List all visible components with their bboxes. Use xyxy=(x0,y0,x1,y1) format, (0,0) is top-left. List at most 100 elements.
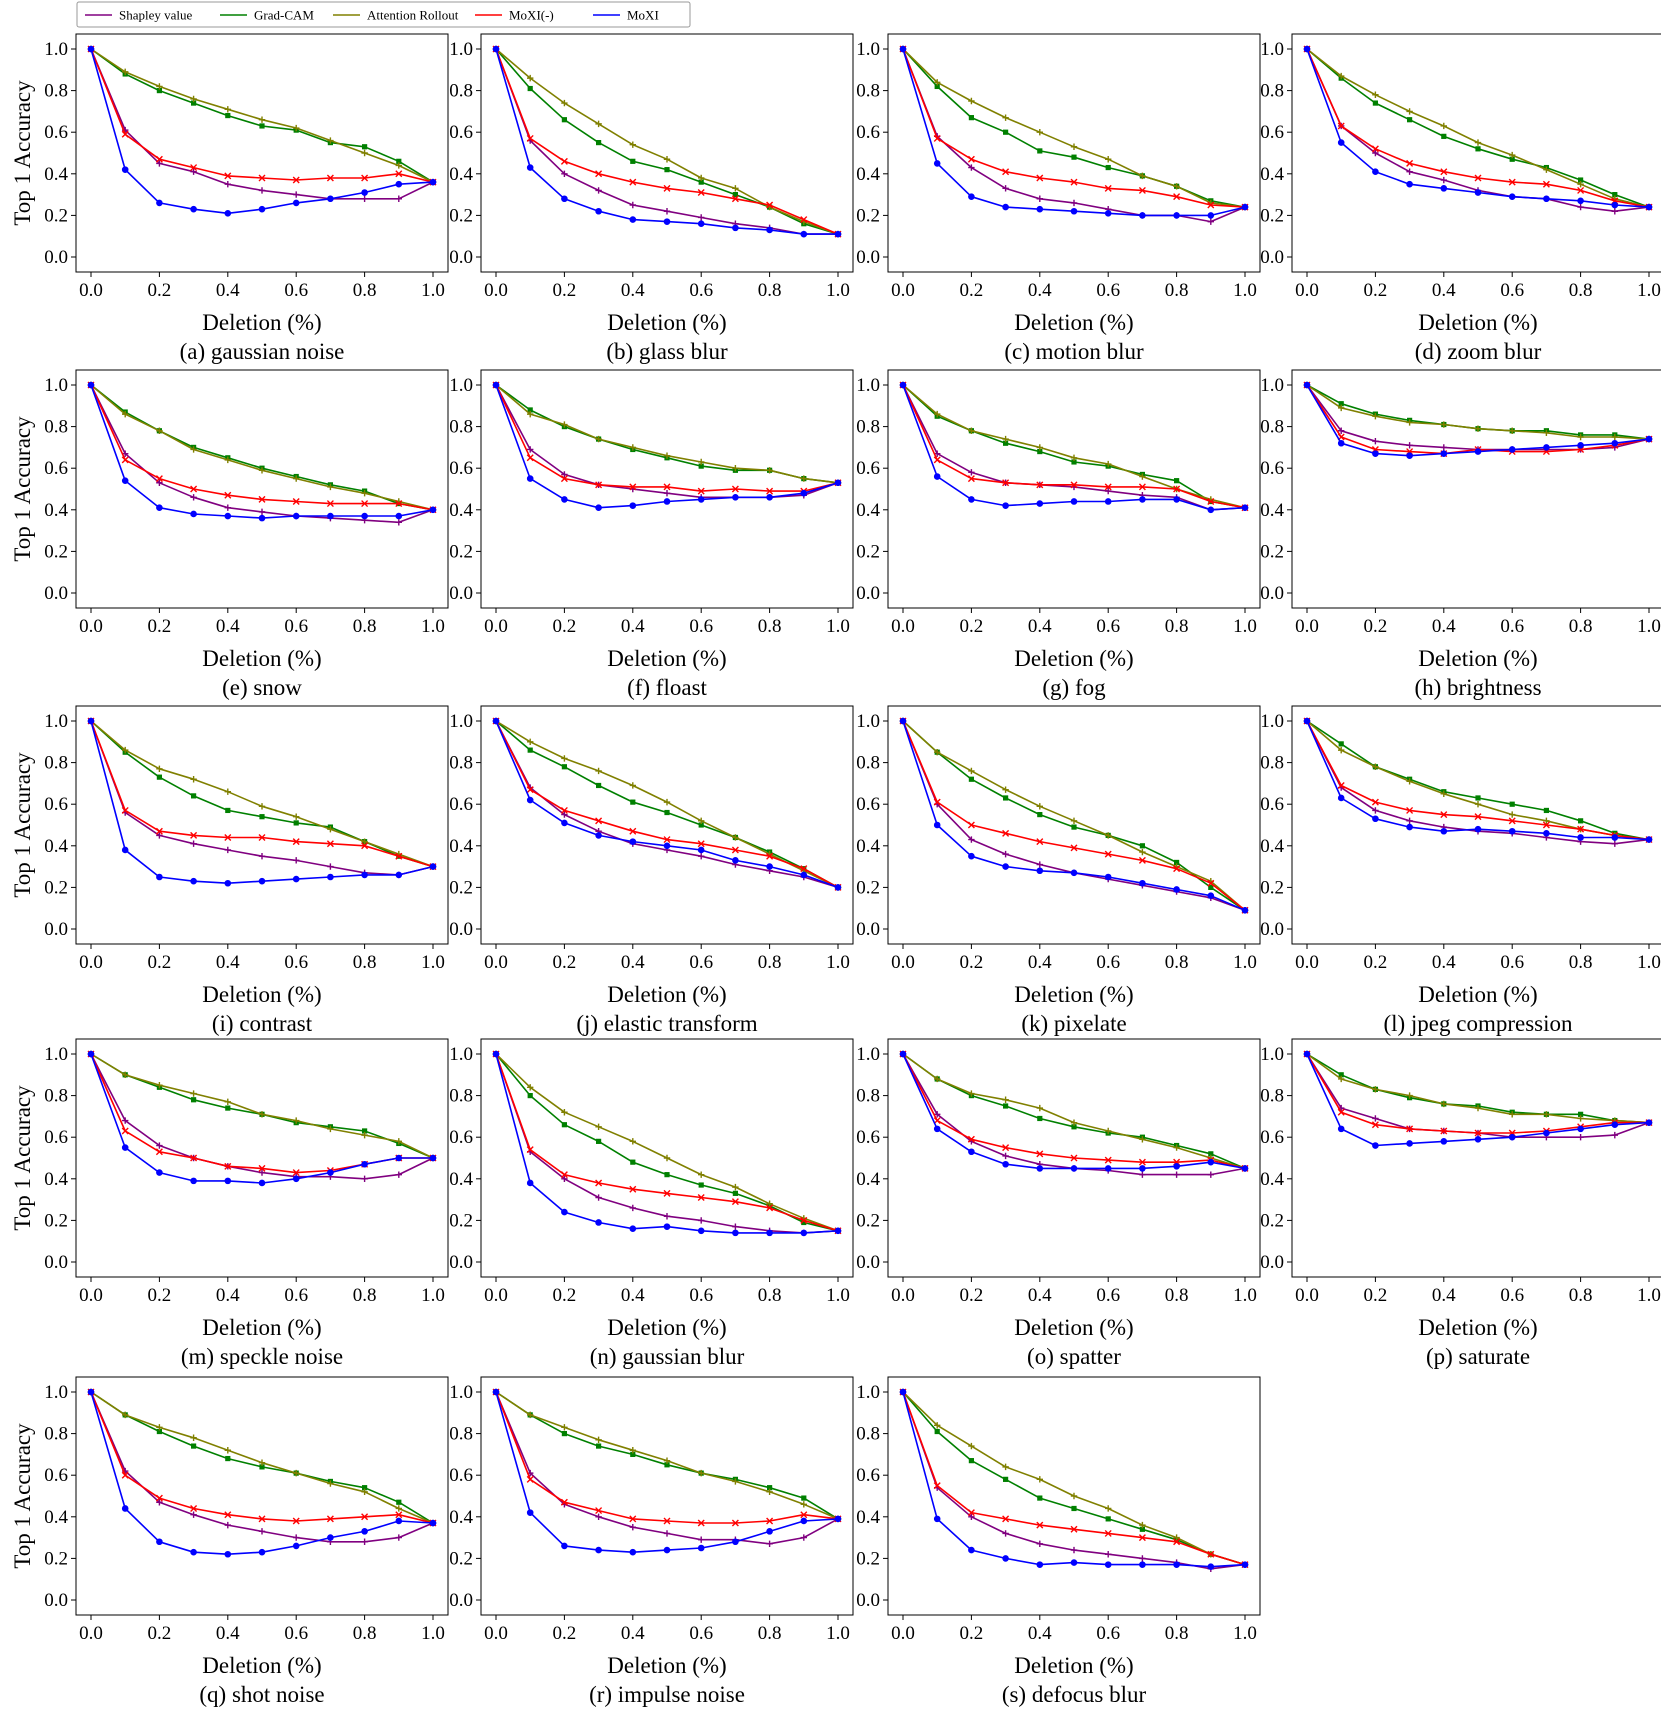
data-point xyxy=(1543,1129,1550,1137)
data-point xyxy=(1337,1125,1345,1133)
data-point xyxy=(697,1519,705,1527)
x-axis-label: Deletion (%) xyxy=(607,982,726,1007)
x-tick-label: 0.4 xyxy=(1028,1623,1052,1644)
data-point xyxy=(429,863,437,870)
x-tick-label: 0.4 xyxy=(1432,952,1456,973)
series-moxi xyxy=(899,717,1249,914)
x-tick-label: 0.8 xyxy=(1165,1285,1189,1306)
data-point xyxy=(258,187,266,194)
plot-area xyxy=(1291,1038,1661,1278)
data-point xyxy=(1173,485,1181,493)
data-point xyxy=(663,489,671,497)
x-tick-label: 1.0 xyxy=(826,1285,850,1306)
data-point xyxy=(663,184,671,192)
y-tick-label: 0.2 xyxy=(856,1548,880,1569)
x-tick-label: 1.0 xyxy=(421,280,445,301)
data-point xyxy=(968,1458,974,1464)
x-tick-label: 0.0 xyxy=(484,280,508,301)
data-point xyxy=(395,180,403,188)
data-point xyxy=(1303,1050,1311,1058)
data-point xyxy=(1372,1142,1379,1149)
data-point xyxy=(155,827,163,835)
data-point xyxy=(1208,1151,1214,1157)
x-tick-label: 0.4 xyxy=(1028,616,1052,637)
data-point xyxy=(527,747,533,753)
y-tick-label: 1.0 xyxy=(856,1044,880,1065)
y-tick-label: 0.0 xyxy=(449,247,473,268)
chart-panel-q-shot-noise: 0.0 0.2 0.4 0.6 0.8 1.0 0.0 0.2 0.4 0.6 0.8 1.0 Dele… xyxy=(10,1376,449,1707)
data-point xyxy=(258,877,266,885)
data-point xyxy=(191,100,197,106)
data-point xyxy=(663,452,671,459)
chart-panel-c-motion-blur: 0.0 0.2 0.4 0.6 0.8 1.0 0.0 0.2 0.4 0.6 0.8 1.0 Dele… xyxy=(856,33,1261,364)
data-point xyxy=(258,174,266,182)
x-axis-label: Deletion (%) xyxy=(202,310,321,335)
y-tick-label: 0.2 xyxy=(449,205,473,226)
data-point xyxy=(526,164,534,171)
data-point xyxy=(1241,1165,1249,1172)
data-point xyxy=(1036,1540,1043,1548)
data-point xyxy=(429,178,437,186)
x-tick-label: 0.4 xyxy=(621,1285,645,1306)
legend-item-moxi: MoXI(-) xyxy=(475,8,554,23)
data-point xyxy=(800,475,807,482)
data-point xyxy=(1475,795,1481,801)
data-point xyxy=(1105,1127,1112,1135)
x-tick-label: 0.8 xyxy=(353,1623,377,1644)
y-tick-label: 1.0 xyxy=(449,1044,473,1065)
data-point xyxy=(732,1229,739,1237)
x-tick-label: 0.2 xyxy=(553,952,577,973)
data-point xyxy=(395,512,403,520)
subplot-caption: (o) spatter xyxy=(1027,1344,1121,1369)
data-point xyxy=(224,456,231,464)
data-point xyxy=(156,160,163,167)
data-point xyxy=(1440,827,1448,835)
y-tick-label: 1.0 xyxy=(1260,711,1284,732)
data-point xyxy=(664,1462,670,1468)
data-point xyxy=(1406,159,1414,167)
data-point xyxy=(1138,483,1146,491)
data-point xyxy=(156,1169,163,1176)
subplot-caption: (e) snow xyxy=(222,675,302,700)
data-point xyxy=(1474,1135,1482,1143)
x-tick-label: 0.8 xyxy=(1569,616,1593,637)
x-tick-label: 1.0 xyxy=(1637,280,1661,301)
y-tick-label: 0.2 xyxy=(1260,877,1284,898)
x-tick-label: 0.8 xyxy=(353,1285,377,1306)
data-point xyxy=(1372,763,1379,770)
legend-item-shapley-value: Shapley value xyxy=(85,8,193,23)
legend-item-grad-cam: Grad-CAM xyxy=(220,8,314,23)
data-point xyxy=(1002,168,1010,176)
data-point xyxy=(122,68,129,76)
plot-area xyxy=(1291,33,1661,273)
data-point xyxy=(191,1443,197,1449)
data-point xyxy=(967,475,975,483)
data-point xyxy=(1207,218,1214,225)
chart-panel-b-glass-blur: 0.0 0.2 0.4 0.6 0.8 1.0 0.0 0.2 0.4 0.6 0.8 1.0 Dele… xyxy=(449,33,854,364)
x-tick-label: 0.6 xyxy=(284,280,308,301)
x-axis-label: Deletion (%) xyxy=(202,982,321,1007)
data-point xyxy=(934,749,941,756)
data-point xyxy=(293,191,300,198)
x-tick-label: 0.4 xyxy=(621,952,645,973)
data-point xyxy=(698,179,704,185)
x-tick-label: 0.0 xyxy=(891,1285,915,1306)
y-tick-label: 0.0 xyxy=(1260,1252,1284,1273)
data-point xyxy=(1003,440,1009,446)
data-point xyxy=(1337,1108,1345,1116)
data-point xyxy=(1105,832,1112,839)
data-point xyxy=(292,176,300,184)
data-point xyxy=(327,1534,334,1541)
y-tick-label: 0.6 xyxy=(1260,794,1284,815)
data-point xyxy=(697,840,705,848)
data-point xyxy=(121,1144,129,1151)
data-point xyxy=(224,1162,232,1170)
data-point xyxy=(191,1097,197,1103)
y-tick-label: 0.8 xyxy=(1260,417,1284,438)
data-point xyxy=(731,195,739,203)
x-tick-label: 0.6 xyxy=(689,1623,713,1644)
data-point xyxy=(1139,879,1146,887)
data-point xyxy=(1611,834,1619,841)
data-point xyxy=(1105,460,1112,468)
plot-area xyxy=(75,1038,449,1278)
